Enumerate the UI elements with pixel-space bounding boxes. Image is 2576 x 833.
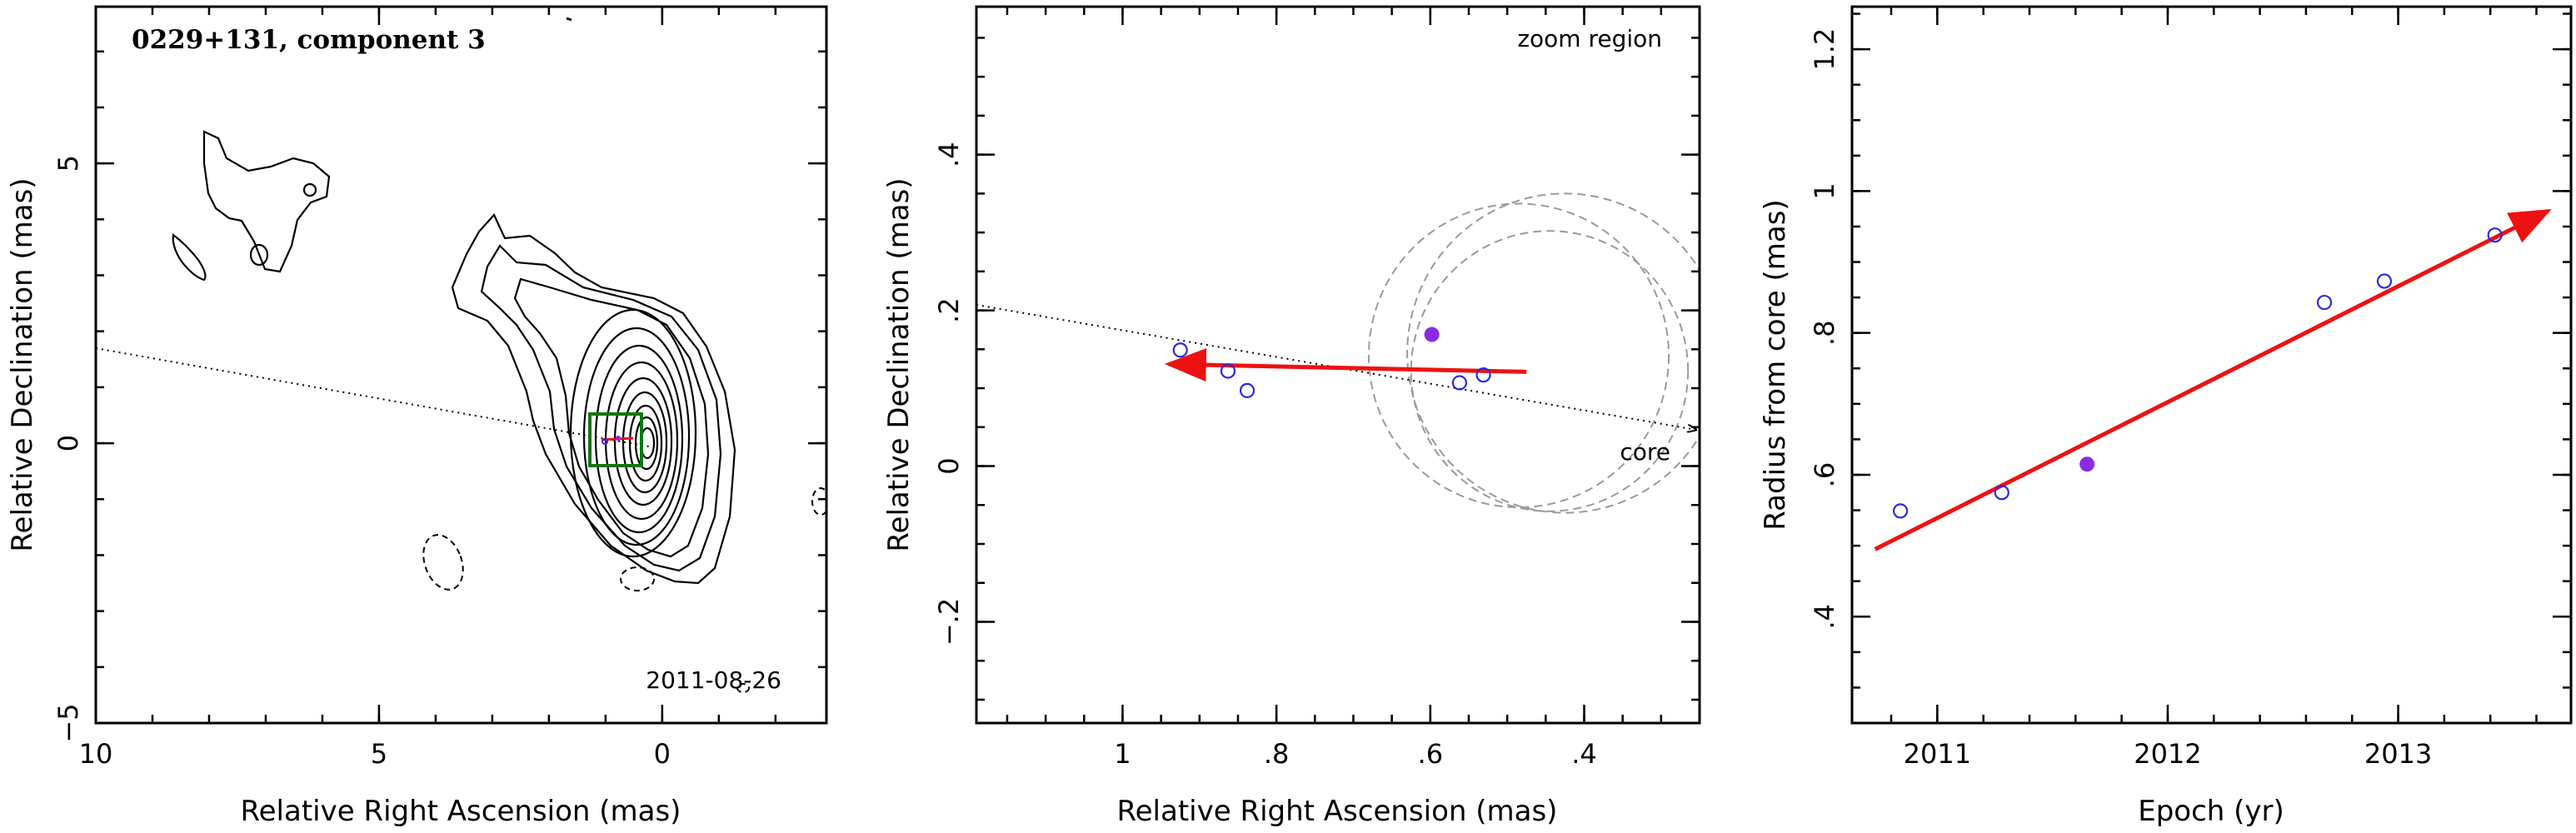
contour-islands xyxy=(566,17,572,22)
zoom-region-label: zoom region xyxy=(1517,25,1662,52)
open-data-point xyxy=(1475,367,1491,383)
open-data-point xyxy=(1239,382,1256,398)
x-tick-label: .4 xyxy=(1571,738,1597,770)
x-axis-label: Relative Right Ascension (mas) xyxy=(241,795,681,828)
open-data-point xyxy=(1994,485,2009,501)
panel-zoom-region: 1 .8 .6 .4 −.2 0 .2 .4 zoom region core Relativ… xyxy=(882,5,1701,828)
x-axis-label: Epoch (yr) xyxy=(2138,795,2284,828)
x-tick-label: 2013 xyxy=(2364,738,2432,770)
gaussian-circle xyxy=(1406,192,1700,514)
y-tick-label: .4 xyxy=(933,142,965,167)
core-label: core xyxy=(1620,438,1670,466)
plot-frame xyxy=(94,5,828,725)
panel-radius-epoch: 2011 2012 2013 .4 .6 .8 1 1.2 Epoch (yr) Radius… xyxy=(1759,5,2573,828)
gaussian-circles xyxy=(1367,192,1700,514)
data-points xyxy=(1172,327,1491,398)
open-data-point xyxy=(2487,227,2503,243)
fit-arrow xyxy=(1164,348,1527,382)
open-data-point xyxy=(1220,363,1236,379)
filled-point-small xyxy=(616,436,621,441)
chart-title: 0229+131, component 3 xyxy=(132,25,486,55)
epoch-date-label: 2011-08-26 xyxy=(646,666,781,694)
fit-arrow xyxy=(1874,208,2552,551)
y-axis-label: Relative Declination (mas) xyxy=(6,177,39,551)
y-tick-label: .8 xyxy=(1809,320,1840,346)
open-point-small xyxy=(602,438,608,445)
x-axis-label: Relative Right Ascension (mas) xyxy=(1117,795,1558,828)
y-tick-label: .2 xyxy=(933,297,965,323)
y-tick-label: 5 xyxy=(52,155,84,172)
open-data-point xyxy=(2316,294,2333,311)
open-data-point xyxy=(1892,503,1909,519)
y-tick-label: 0 xyxy=(933,457,965,474)
gaussian-circle xyxy=(1367,202,1670,509)
x-tick-label: 10 xyxy=(79,738,113,770)
y-tick-label: −.2 xyxy=(933,598,965,646)
y-tick-label: 0 xyxy=(52,435,84,451)
x-tick-label: 2011 xyxy=(1904,738,1971,770)
y-tick-label: 1.2 xyxy=(1809,28,1840,71)
y-tick-label: .6 xyxy=(1809,462,1840,488)
filled-data-point xyxy=(1424,327,1440,342)
plot-frame xyxy=(1850,5,2573,725)
x-tick-label: .6 xyxy=(1418,738,1444,770)
contour-islands xyxy=(172,233,207,282)
main-contours xyxy=(451,213,736,585)
x-tick-label: .8 xyxy=(1264,738,1290,770)
axis-ticks: 2011 2012 2013 .4 .6 .8 1 1.2 xyxy=(1809,7,2571,770)
open-data-point xyxy=(1172,342,1188,358)
plot-frame xyxy=(975,5,1701,725)
axis-ticks: 1 .8 .6 .4 −.2 0 .2 .4 xyxy=(933,7,1701,770)
negative-contours xyxy=(422,487,826,693)
contour-islands xyxy=(249,243,269,267)
x-tick-label: 1 xyxy=(1114,738,1131,770)
axis-ticks: 10 5 0 −5 0 5 xyxy=(52,7,826,770)
y-tick-label: −5 xyxy=(52,703,84,742)
data-points xyxy=(1892,227,2503,519)
contour-layer xyxy=(96,17,826,693)
gaussian-circle xyxy=(1410,230,1690,512)
zoom-box xyxy=(588,412,643,467)
contour-islands xyxy=(202,130,331,273)
open-data-point xyxy=(2376,273,2393,289)
y-tick-label: .4 xyxy=(1809,604,1840,630)
filled-data-point xyxy=(2079,456,2095,472)
y-tick-label: 1 xyxy=(1809,182,1840,199)
x-tick-label: 5 xyxy=(371,738,387,770)
y-axis-label: Relative Declination (mas) xyxy=(882,177,916,551)
y-axis-label: Radius from core (mas) xyxy=(1759,199,1792,530)
x-tick-label: 2012 xyxy=(2134,738,2201,770)
panel-contour-map: 10 5 0 −5 0 5 0229+131, component 3 2011-08-2… xyxy=(6,5,828,828)
contour-islands xyxy=(302,182,317,197)
open-data-point xyxy=(1451,375,1467,391)
x-tick-label: 0 xyxy=(654,738,671,770)
